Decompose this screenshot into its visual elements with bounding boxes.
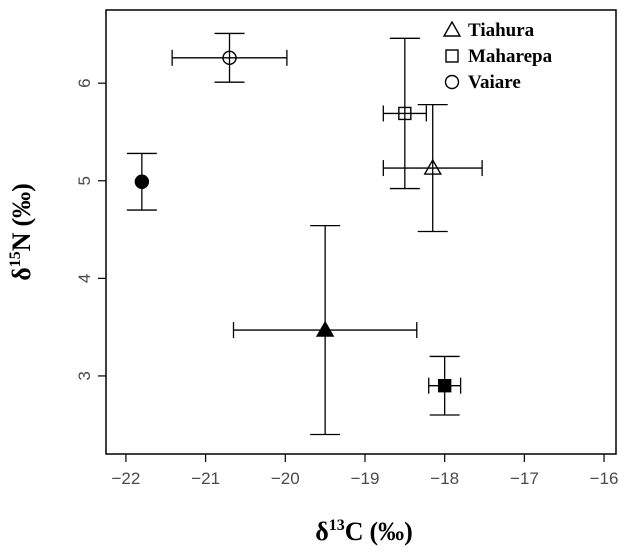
legend-item: Maharepa — [445, 46, 553, 67]
x-tick-label: −19 — [351, 469, 380, 488]
x-tick-label: −17 — [510, 469, 539, 488]
y-axis-ticks: 3 4 5 6 — [75, 78, 106, 381]
x-tick-label: −20 — [271, 469, 300, 488]
square-marker — [398, 106, 412, 121]
circle-point — [171, 32, 288, 83]
legend-label: Maharepa — [468, 46, 553, 67]
triangle-marker — [423, 158, 442, 175]
legend-circle-icon — [444, 74, 460, 90]
legend-label: Vaiare — [468, 72, 521, 93]
legend-square-icon — [445, 49, 459, 63]
triangle-point — [232, 225, 418, 436]
y-tick-label: 5 — [75, 176, 94, 185]
data-points — [126, 32, 483, 436]
legend-triangle-icon — [442, 20, 462, 37]
x-tick-label: −16 — [590, 469, 619, 488]
y-axis-delta: δ — [7, 267, 36, 281]
square-marker — [437, 378, 452, 393]
square-point — [382, 37, 427, 190]
x-axis-element: C — [345, 517, 364, 546]
x-axis-title: δ13C (‰) — [315, 517, 413, 546]
legend-item: Vaiare — [444, 72, 521, 93]
circle-marker — [134, 174, 150, 189]
x-axis-ticks: −22 −21 −20 −19 −18 −17 −16 — [112, 454, 619, 488]
y-axis-unit: (‰) — [7, 183, 36, 226]
x-axis-unit: (‰) — [369, 517, 412, 546]
triangle-marker — [315, 320, 335, 337]
y-axis-element: N — [7, 232, 36, 251]
circle-point — [126, 152, 157, 211]
legend-item: Tiahura — [442, 20, 535, 41]
plot-frame — [105, 9, 617, 455]
x-axis-delta: δ — [315, 517, 329, 546]
legend-label: Tiahura — [468, 20, 535, 41]
y-tick-label: 6 — [75, 78, 94, 87]
x-tick-label: −21 — [191, 469, 220, 488]
y-axis-isotope: 15 — [7, 251, 24, 267]
legend: Tiahura Maharepa Vaiare — [442, 20, 553, 93]
circle-marker — [222, 50, 237, 66]
x-tick-label: −22 — [112, 469, 141, 488]
square-point — [428, 355, 462, 416]
y-axis-title: δ15N (‰) — [7, 183, 36, 281]
y-tick-label: 3 — [75, 371, 94, 380]
x-axis-isotope: 13 — [329, 517, 345, 534]
triangle-point — [382, 104, 483, 233]
x-tick-label: −18 — [430, 469, 459, 488]
y-tick-label: 4 — [75, 274, 94, 283]
